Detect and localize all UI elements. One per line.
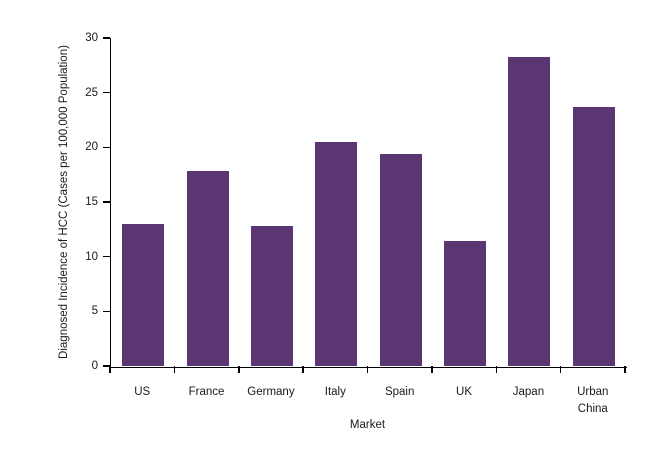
plot-area [110, 38, 627, 368]
x-category-label-france: France [188, 386, 225, 398]
x-tick-mark [559, 366, 562, 373]
y-tick-label: 25 [85, 86, 98, 99]
x-tick-mark [431, 366, 433, 373]
y-tick-mark [103, 146, 110, 149]
y-tick-mark [103, 37, 110, 39]
x-tick-mark [366, 366, 369, 373]
x-tick-mark [495, 366, 497, 373]
y-tick-mark [103, 310, 110, 313]
bar-italy [315, 141, 358, 366]
x-tick-mark [109, 366, 111, 373]
bar-germany [250, 226, 293, 366]
y-tick-label: 10 [85, 250, 98, 263]
bar-uk [444, 241, 487, 366]
x-tick-mark [238, 366, 240, 373]
y-tick-label: 15 [85, 196, 98, 208]
bar-spain [379, 153, 422, 366]
x-category-label-germany: Germany [247, 386, 295, 398]
x-category-label-spain: Spain [384, 386, 415, 398]
y-tick-mark [103, 201, 110, 203]
x-category-label-us: US [134, 386, 151, 398]
bar-urban-china [572, 106, 615, 366]
x-category-label-italy: Italy [324, 386, 346, 398]
x-tick-mark [173, 366, 176, 373]
x-tick-mark [302, 366, 304, 373]
y-tick-mark [103, 91, 110, 94]
y-tick-mark [103, 365, 110, 367]
x-axis-title: Market [349, 419, 386, 431]
y-tick-mark [103, 255, 110, 258]
x-category-label-japan: Japan [512, 386, 545, 398]
y-tick-label: 30 [85, 32, 98, 44]
x-tick-mark [624, 366, 626, 373]
x-category-label-urban-china: Urban China [577, 386, 609, 415]
y-tick-label: 0 [91, 360, 98, 372]
bar-france [186, 171, 229, 366]
bar-us [122, 223, 165, 366]
y-tick-label: 5 [91, 305, 98, 318]
bar-japan [508, 56, 551, 366]
x-category-label-uk: UK [456, 386, 473, 398]
y-tick-label: 20 [85, 141, 98, 154]
